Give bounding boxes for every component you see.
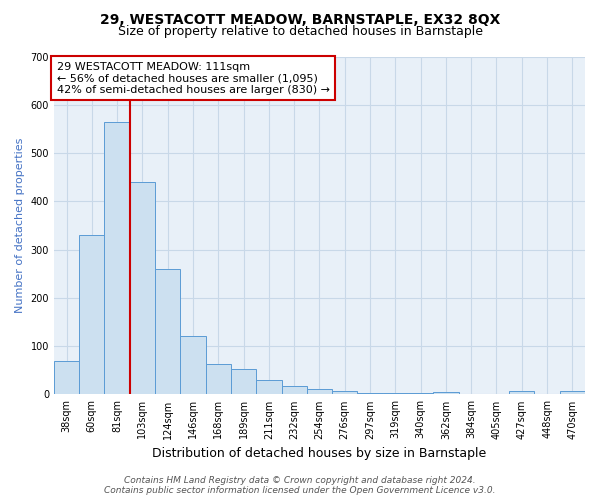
Bar <box>181 336 206 394</box>
X-axis label: Distribution of detached houses by size in Barnstaple: Distribution of detached houses by size … <box>152 447 487 460</box>
Text: Size of property relative to detached houses in Barnstaple: Size of property relative to detached ho… <box>118 25 482 38</box>
Bar <box>509 390 535 394</box>
Text: Contains HM Land Registry data © Crown copyright and database right 2024.
Contai: Contains HM Land Registry data © Crown c… <box>104 476 496 495</box>
Text: 29 WESTACOTT MEADOW: 111sqm
← 56% of detached houses are smaller (1,095)
42% of : 29 WESTACOTT MEADOW: 111sqm ← 56% of det… <box>56 62 329 95</box>
Bar <box>433 392 458 394</box>
Bar <box>130 182 155 394</box>
Bar <box>307 388 332 394</box>
Bar <box>104 122 130 394</box>
Bar <box>332 390 358 394</box>
Bar <box>560 390 585 394</box>
Bar <box>79 235 104 394</box>
Bar <box>231 370 256 394</box>
Bar <box>54 360 79 394</box>
Bar <box>155 269 181 394</box>
Bar <box>256 380 281 394</box>
Bar <box>281 386 307 394</box>
Text: 29, WESTACOTT MEADOW, BARNSTAPLE, EX32 8QX: 29, WESTACOTT MEADOW, BARNSTAPLE, EX32 8… <box>100 12 500 26</box>
Bar <box>358 393 383 394</box>
Bar <box>206 364 231 394</box>
Y-axis label: Number of detached properties: Number of detached properties <box>15 138 25 313</box>
